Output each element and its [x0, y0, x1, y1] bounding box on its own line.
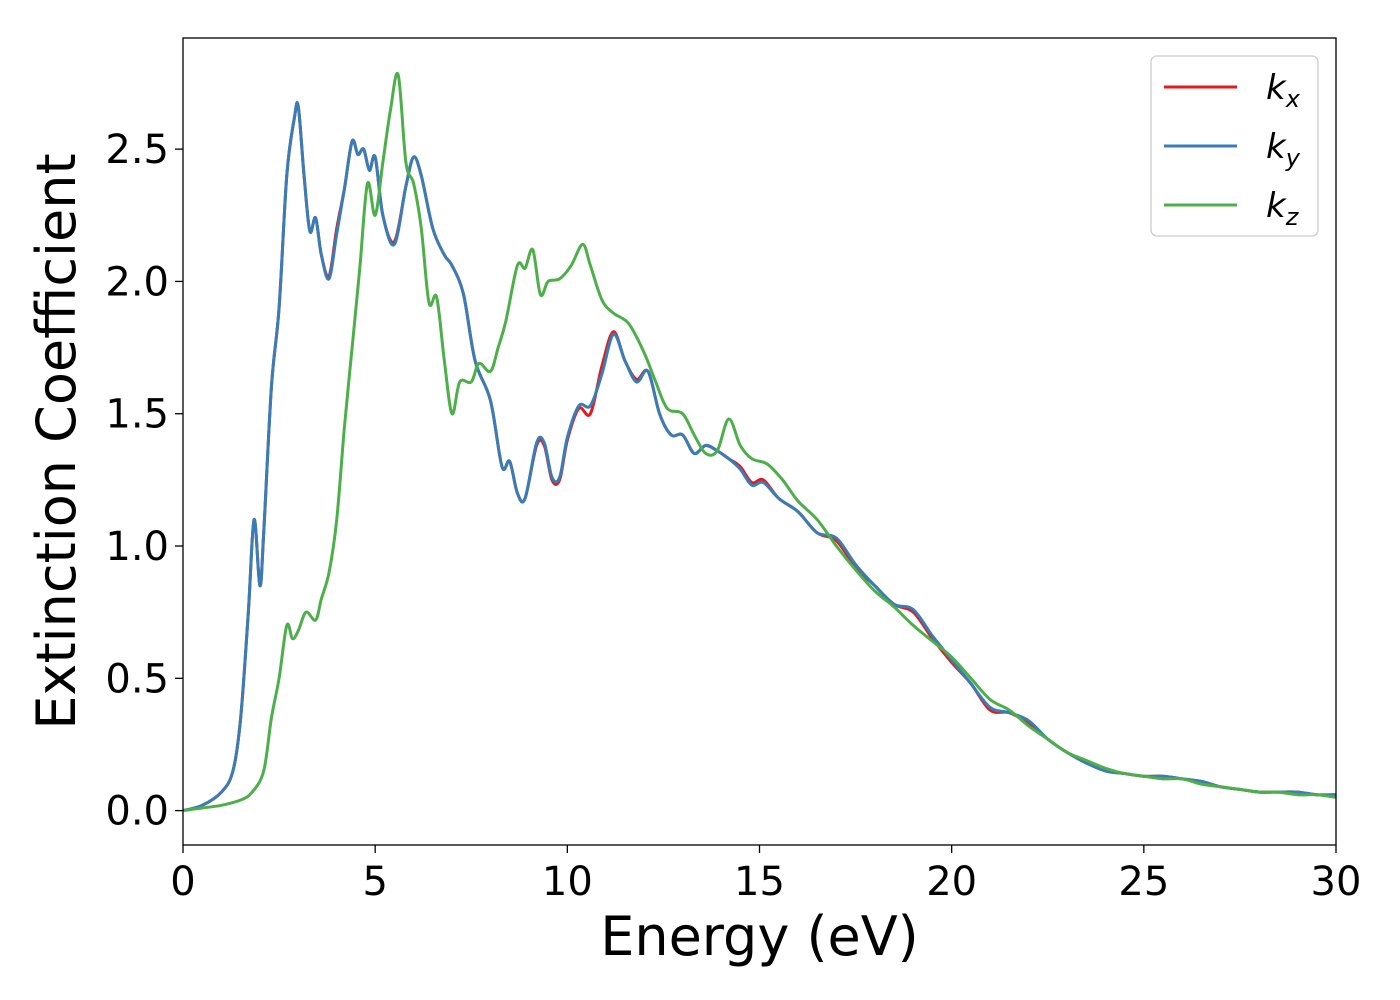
- plot-area: [183, 38, 1336, 845]
- y-axis: 0.0 0.5 1.0 1.5 2.0 2.5: [105, 127, 183, 835]
- y-tick-label: 1.5: [105, 392, 169, 438]
- series-layer: [183, 71, 1336, 813]
- x-tick-label: 25: [1118, 859, 1169, 905]
- series-line-k-z: [183, 71, 1336, 813]
- legend: kx ky kz: [1150, 55, 1319, 237]
- y-tick-label: 2.5: [105, 127, 169, 173]
- legend-item-k-z: kz: [1164, 186, 1300, 231]
- y-tick-label: 2.0: [105, 259, 169, 305]
- y-axis-title: Extinction Coefficient: [25, 153, 88, 729]
- x-axis: 0 5 10 15 20 25 30: [170, 845, 1361, 905]
- legend-label: ky: [1266, 127, 1301, 172]
- legend-item-k-x: kx: [1164, 68, 1301, 113]
- x-tick-label: 30: [1311, 859, 1362, 905]
- legend-label: kz: [1266, 186, 1300, 231]
- legend-item-k-y: ky: [1164, 127, 1301, 172]
- x-tick-label: 15: [734, 859, 785, 905]
- legend-label: kx: [1266, 68, 1301, 113]
- series-line-k-y: [183, 101, 1336, 813]
- y-tick-label: 0.0: [105, 789, 169, 835]
- x-tick-label: 20: [926, 859, 977, 905]
- x-tick-label: 0: [170, 859, 195, 905]
- x-tick-label: 10: [542, 859, 593, 905]
- x-axis-title: Energy (eV): [600, 905, 919, 968]
- y-tick-label: 1.0: [105, 524, 169, 570]
- x-tick-label: 5: [362, 859, 387, 905]
- y-tick-label: 0.5: [105, 656, 169, 702]
